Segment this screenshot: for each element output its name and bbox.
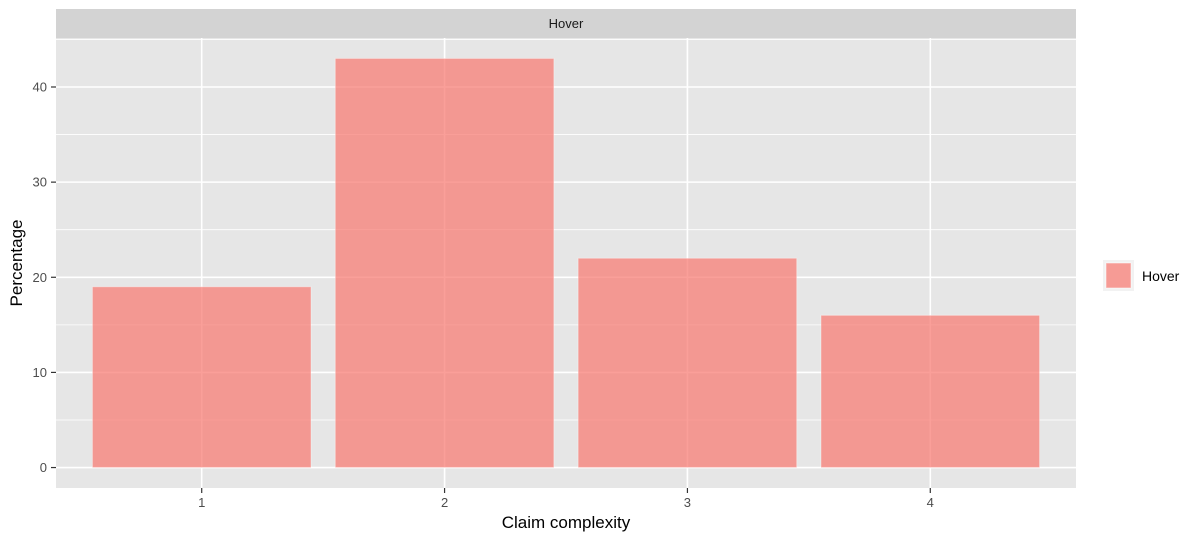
bar-2 xyxy=(334,57,555,469)
legend: Hover xyxy=(1103,260,1180,291)
legend-swatch-hover xyxy=(1105,262,1132,289)
y-tick-label: 0 xyxy=(40,460,47,475)
bar-3 xyxy=(577,257,798,469)
y-tick-label: 10 xyxy=(33,365,47,380)
y-axis-title: Percentage xyxy=(7,220,26,307)
x-tick-label: 2 xyxy=(441,495,448,510)
facet-strip xyxy=(56,9,1076,38)
x-tick-label: 4 xyxy=(927,495,934,510)
y-axis: 0 10 20 30 40 xyxy=(33,79,56,475)
legend-label-hover: Hover xyxy=(1142,268,1180,284)
facet-strip-label: Hover xyxy=(549,16,584,31)
bar-1 xyxy=(91,286,312,469)
y-tick-label: 30 xyxy=(33,175,47,190)
bars xyxy=(91,57,1041,469)
y-tick-label: 20 xyxy=(33,270,47,285)
x-axis-title: Claim complexity xyxy=(502,513,631,532)
bar-4 xyxy=(820,314,1041,469)
x-axis: 1 2 3 4 xyxy=(198,488,934,510)
x-tick-label: 1 xyxy=(198,495,205,510)
x-tick-label: 3 xyxy=(684,495,691,510)
y-tick-label: 40 xyxy=(33,79,47,94)
